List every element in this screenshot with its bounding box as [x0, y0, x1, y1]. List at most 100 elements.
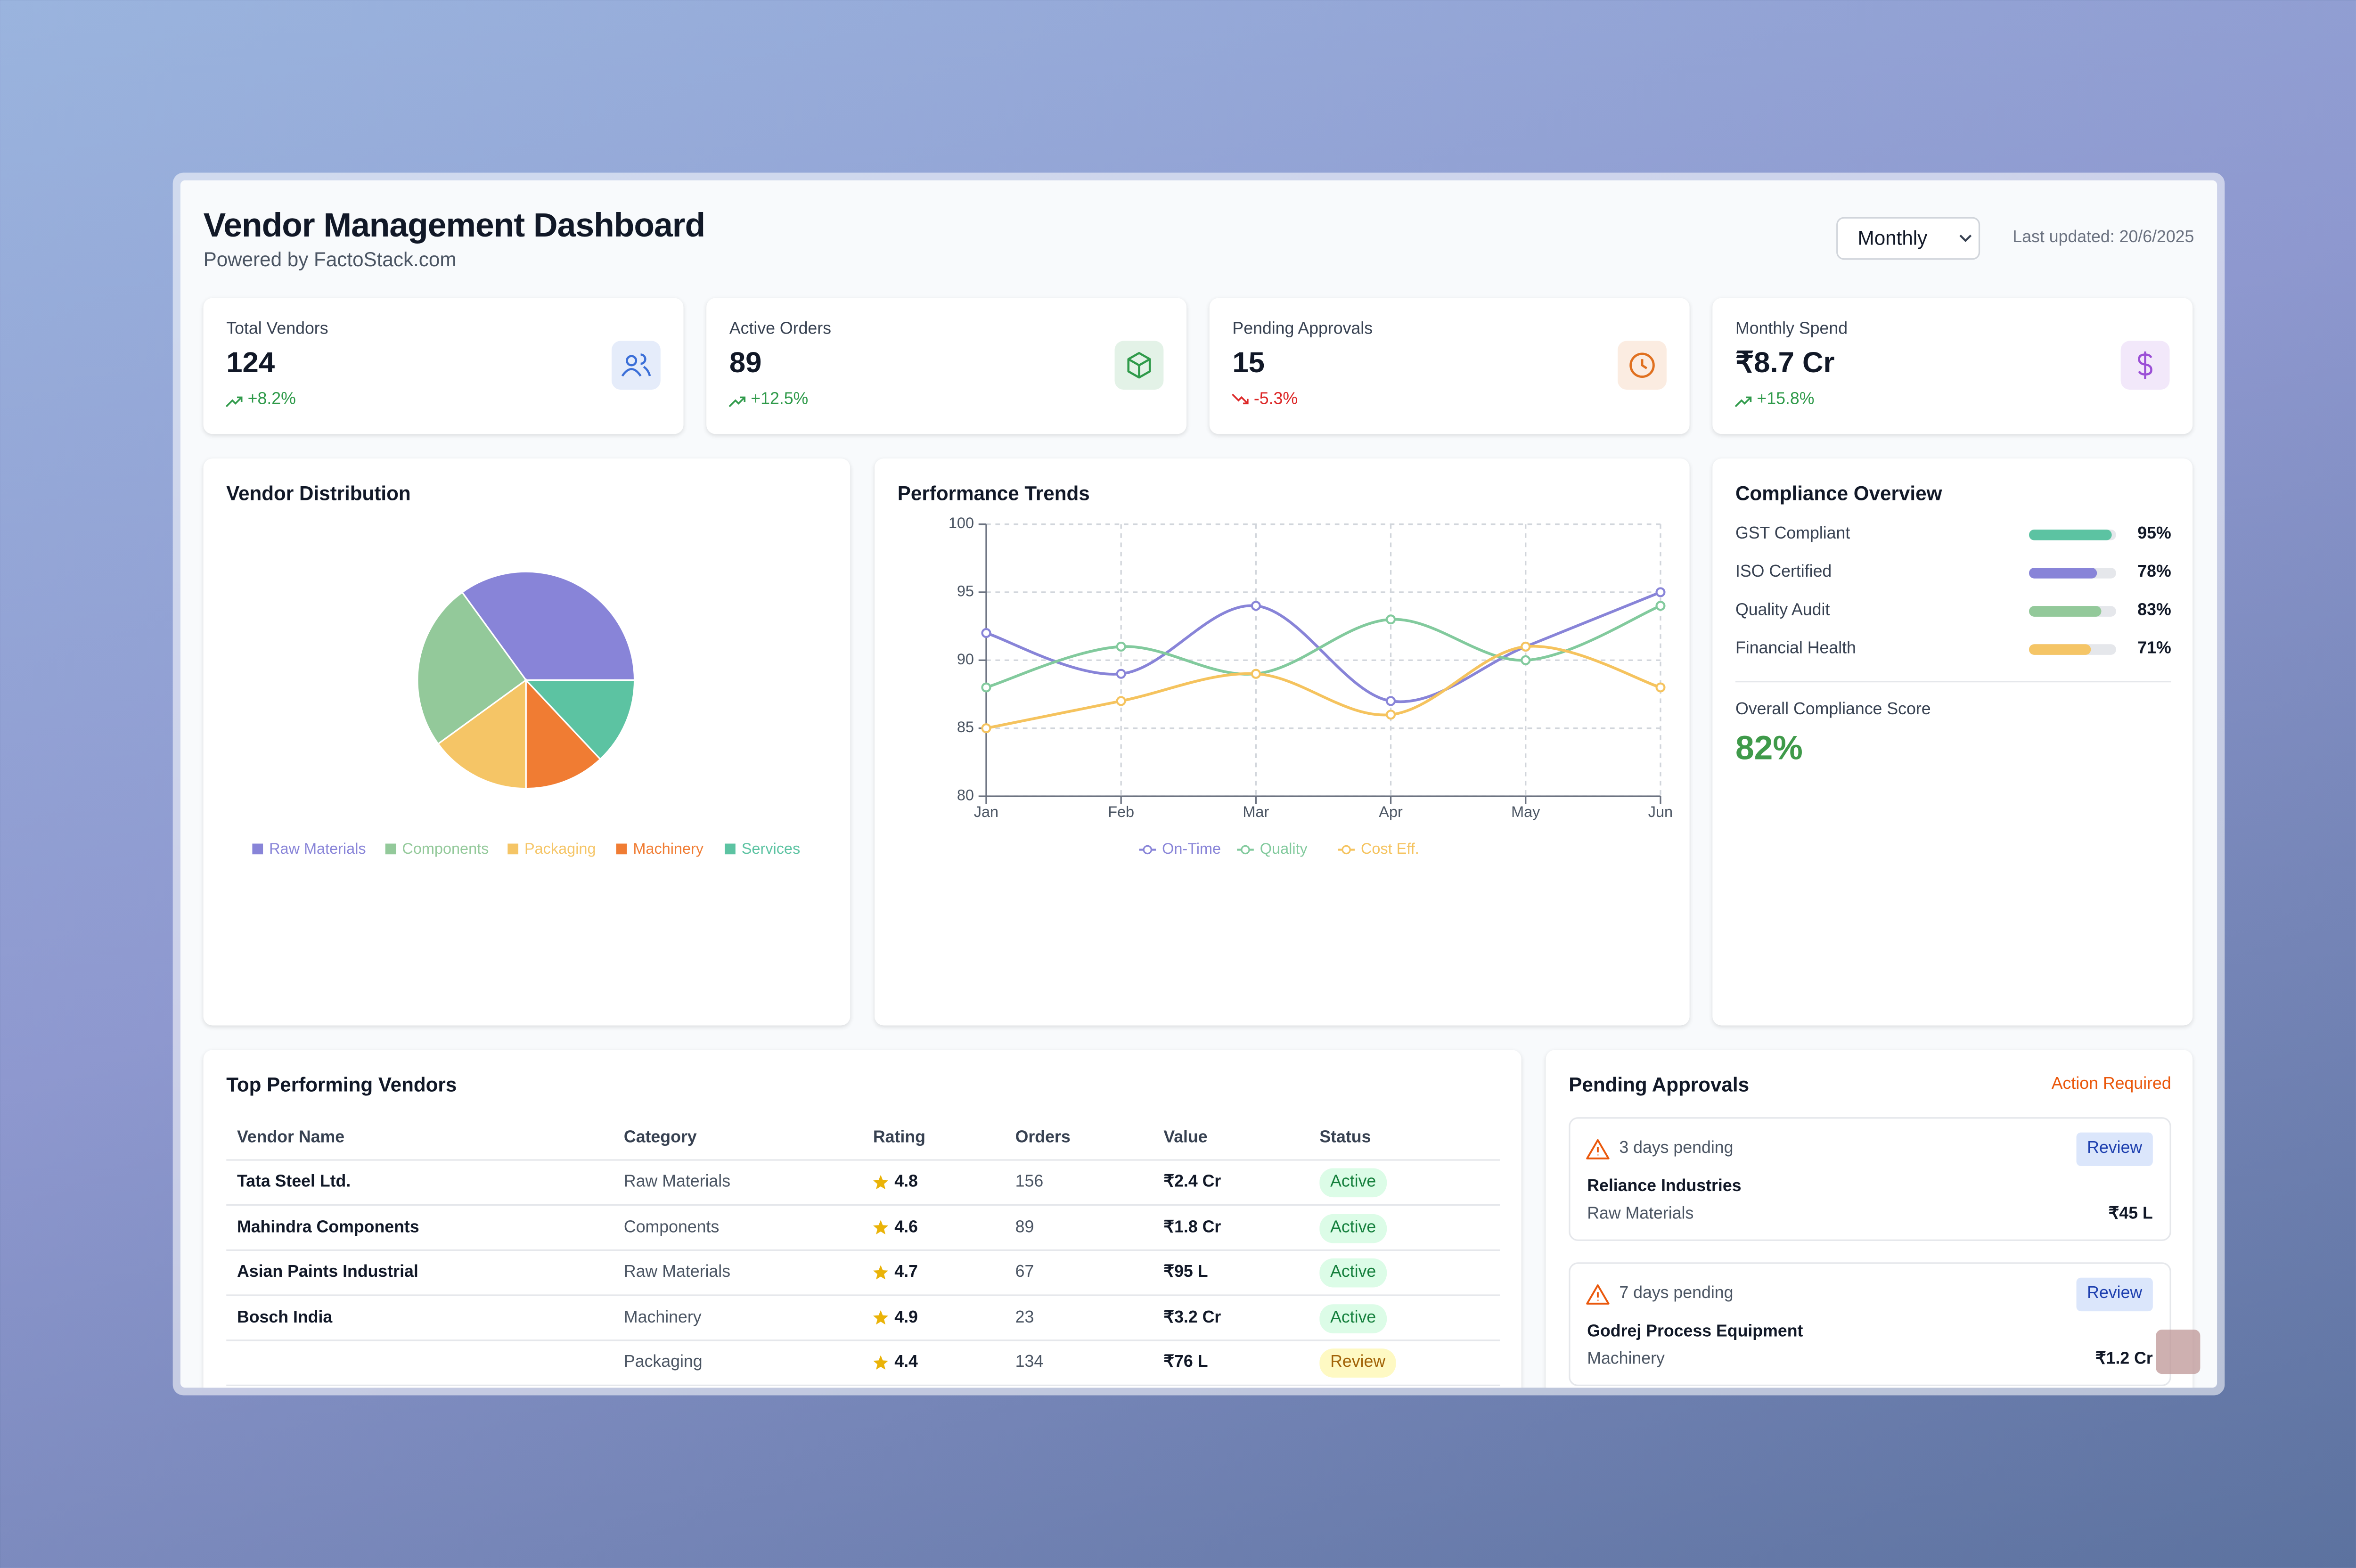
kpi-value: 15 [1232, 348, 1265, 380]
chevron [1959, 235, 1972, 242]
review-button[interactable] [2076, 1132, 2153, 1166]
kpi-card [706, 298, 1187, 434]
point [1521, 655, 1531, 665]
approval-amount: ₹45 L [2108, 1205, 2153, 1224]
pie-slice [524, 679, 636, 760]
legend-label: Cost Eff. [1361, 840, 1419, 857]
floating-button[interactable] [2156, 1330, 2201, 1374]
point [1116, 696, 1126, 706]
card-title: Top Performing Vendors [226, 1073, 457, 1096]
legend-swatch [507, 843, 519, 855]
compliance-label: GST Compliant [1735, 524, 1850, 543]
approval-item [1569, 1262, 2171, 1387]
column-header: Vendor Name [237, 1128, 345, 1147]
approval-category: Machinery [1587, 1350, 1665, 1369]
review-button[interactable] [2076, 1277, 2153, 1312]
y-tick-label: 80 [957, 787, 974, 804]
column-header: Value [1163, 1128, 1208, 1147]
legend-swatch [616, 843, 627, 855]
pie-slice [525, 678, 602, 790]
point [1386, 696, 1396, 706]
chart-title: Vendor Distribution [226, 482, 411, 505]
approval-name: Reliance Industries [1587, 1177, 1742, 1196]
approval-amount: ₹1.2 Cr [2095, 1350, 2153, 1369]
legend-label: Quality [1260, 840, 1308, 857]
table-card [203, 1050, 1522, 1388]
review-label[interactable]: Review [2087, 1139, 2143, 1158]
warning-icon [1586, 1139, 1610, 1160]
kpi-value: 124 [226, 348, 275, 380]
line [986, 645, 1661, 730]
bar [2029, 606, 2102, 617]
pending-days: 7 days pending [1619, 1284, 1734, 1303]
legend-label: Raw Materials [269, 840, 366, 857]
cell: Mahindra Components [237, 1217, 419, 1236]
kpi-label: Pending Approvals [1232, 320, 1373, 339]
legend-label: On-Time [1162, 840, 1221, 857]
review-label[interactable]: Review [2087, 1284, 2143, 1303]
rating: 4.7 [894, 1263, 918, 1282]
column-header: Orders [1015, 1128, 1071, 1147]
star [873, 1175, 889, 1190]
cell: 134 [1015, 1353, 1044, 1372]
layer: Raw Materials Components Packaging Machiner… [180, 180, 2217, 1388]
cell: Tata Steel Ltd. [237, 1173, 351, 1192]
score-value: 82% [1735, 728, 1803, 767]
pie-slice [461, 571, 636, 681]
cell: Machinery [623, 1308, 702, 1327]
x-tick-label: May [1511, 803, 1540, 820]
compliance-card [1712, 458, 2193, 1026]
icon [626, 355, 638, 367]
card-title: Compliance Overview [1735, 482, 1942, 505]
line [986, 604, 1661, 689]
x-tick-label: Feb [1108, 803, 1134, 820]
legend-label: Components [402, 840, 489, 857]
score-label: Overall Compliance Score [1735, 700, 1931, 719]
period-select-value[interactable]: Monthly [1857, 226, 1928, 250]
x-tick-label: Mar [1243, 803, 1269, 820]
line-card [875, 458, 1690, 1026]
column-header: Status [1319, 1128, 1371, 1147]
point [1655, 601, 1666, 611]
cell: 89 [1015, 1217, 1034, 1236]
title: Vendor Management Dashboard [203, 206, 706, 245]
approval-item [1569, 1117, 2171, 1241]
bar [2029, 529, 2112, 540]
kpi-change: +15.8% [1757, 390, 1815, 409]
rating: 4.4 [894, 1353, 918, 1372]
cell: Raw Materials [623, 1263, 731, 1282]
compliance-value: 95% [2137, 524, 2171, 543]
kpi-value: ₹8.7 Cr [1735, 348, 1835, 380]
period-select[interactable] [1836, 217, 1980, 260]
cell: Asian Paints Industrial [237, 1263, 418, 1282]
trend-arrow [1734, 396, 1752, 408]
point [1521, 641, 1531, 652]
cell: 23 [1015, 1308, 1034, 1327]
legend-dot [1342, 845, 1351, 855]
column-header: Category [623, 1128, 697, 1147]
point [1251, 601, 1261, 611]
point [1386, 710, 1396, 720]
star [873, 1310, 889, 1325]
column-header: Rating [873, 1128, 925, 1147]
point [1655, 587, 1666, 597]
x-tick-label: Jan [974, 803, 998, 820]
cell: Raw Materials [623, 1173, 731, 1192]
status-pill: Active [1319, 1258, 1387, 1288]
legend-label: Packaging [524, 840, 596, 857]
kpi-card [1209, 298, 1690, 434]
cell: Packaging [623, 1353, 703, 1372]
y-tick-label: 85 [957, 719, 974, 735]
compliance-value: 78% [2137, 563, 2171, 581]
status-pill: Active [1319, 1213, 1387, 1243]
star [873, 1355, 889, 1370]
x-tick-label: Jun [1648, 803, 1673, 820]
star [873, 1220, 889, 1234]
point [1251, 669, 1261, 679]
kpi-card [1712, 298, 2193, 434]
x-tick-label: Apr [1379, 803, 1403, 820]
legend-swatch [252, 843, 263, 855]
last-updated: Last updated: 20/6/2025 [2012, 228, 2194, 247]
cell: Bosch India [237, 1308, 333, 1327]
